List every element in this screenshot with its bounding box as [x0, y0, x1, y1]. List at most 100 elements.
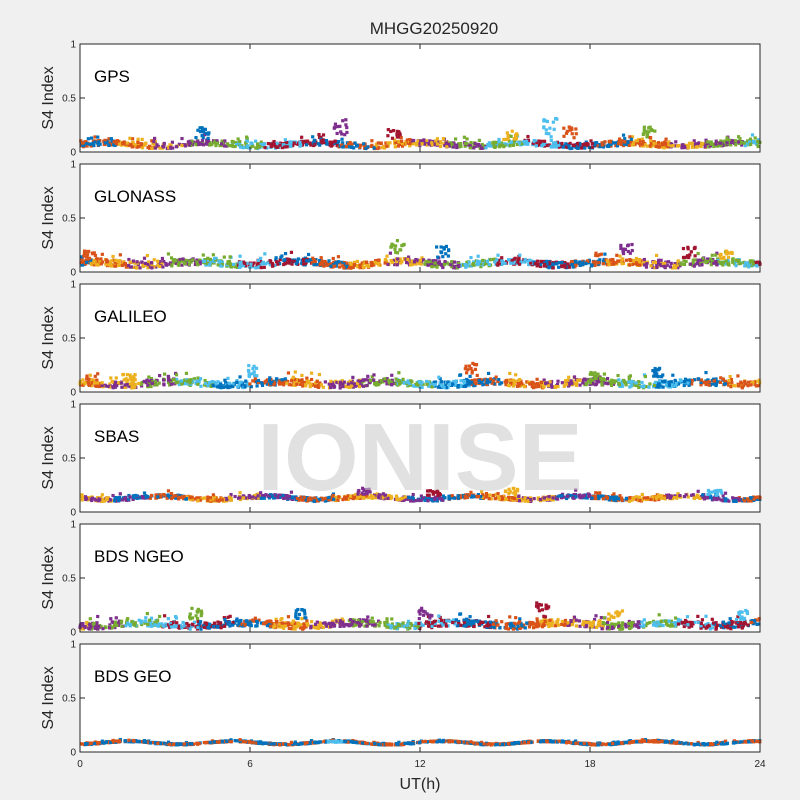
data-point: [734, 139, 738, 143]
data-point: [598, 258, 602, 262]
data-point: [392, 258, 396, 262]
peak-point: [444, 244, 449, 249]
data-point: [337, 495, 341, 499]
data-point: [174, 261, 178, 265]
peak-point: [726, 255, 731, 259]
data-point: [325, 624, 329, 628]
data-point: [453, 137, 458, 141]
data-point: [674, 140, 678, 144]
data-point: [254, 493, 259, 497]
data-point: [447, 381, 452, 385]
data-point: [638, 142, 642, 146]
data-point: [600, 143, 604, 147]
data-point: [739, 382, 743, 386]
peak-point: [394, 250, 398, 255]
data-point: [576, 146, 580, 150]
panel-label: GPS: [94, 67, 130, 86]
data-point: [171, 146, 175, 150]
data-point: [117, 263, 121, 268]
data-point: [320, 621, 324, 626]
data-point: [98, 384, 102, 389]
data-point: [681, 143, 685, 147]
data-point: [117, 142, 121, 146]
data-point: [184, 496, 188, 501]
data-point: [594, 491, 598, 495]
data-point: [206, 138, 211, 143]
data-point: [246, 144, 250, 148]
peak-point: [93, 253, 98, 258]
data-point: [550, 379, 554, 384]
data-point: [582, 377, 587, 381]
data-point: [645, 262, 649, 266]
data-point: [366, 145, 370, 149]
data-point: [333, 141, 337, 146]
data-point: [279, 618, 283, 622]
data-point: [607, 380, 611, 384]
data-point: [437, 384, 442, 388]
data-point: [746, 380, 751, 384]
data-point: [327, 495, 331, 500]
data-point: [244, 264, 248, 268]
peak-point: [343, 133, 347, 137]
data-point: [406, 257, 410, 261]
data-point: [208, 257, 212, 261]
peak-point: [203, 127, 208, 131]
data-point: [317, 385, 321, 389]
data-points: [79, 486, 762, 504]
data-point: [327, 498, 331, 502]
data-point: [640, 498, 644, 502]
data-point: [685, 615, 690, 619]
data-point: [85, 144, 89, 148]
data-point: [492, 140, 496, 144]
data-point: [233, 265, 237, 269]
data-point: [666, 260, 671, 264]
data-point: [100, 493, 104, 497]
peak-point: [467, 364, 472, 368]
plot-area: [80, 44, 760, 152]
data-point: [723, 379, 727, 383]
data-point: [647, 497, 651, 501]
peak-point: [569, 126, 574, 130]
peak-point: [475, 373, 479, 377]
data-point: [166, 380, 171, 385]
data-point: [403, 495, 407, 499]
data-point: [150, 381, 154, 386]
data-point: [291, 375, 295, 379]
data-point: [302, 140, 307, 144]
data-point: [305, 496, 309, 500]
peak-point: [688, 253, 692, 257]
data-point: [412, 138, 416, 143]
data-point: [152, 142, 156, 146]
data-point: [696, 377, 701, 381]
peak-point: [446, 254, 450, 258]
data-point: [560, 260, 564, 265]
data-point: [535, 141, 539, 145]
data-point: [198, 377, 203, 381]
data-point: [660, 141, 665, 145]
data-point: [742, 141, 746, 145]
data-point: [578, 141, 582, 146]
data-point: [419, 262, 423, 266]
data-point: [81, 378, 85, 382]
peak-point: [386, 128, 390, 132]
data-point: [272, 139, 276, 144]
data-point: [603, 378, 608, 382]
data-point: [727, 499, 731, 503]
data-point: [665, 495, 669, 499]
data-point: [332, 264, 336, 268]
data-point: [245, 135, 249, 139]
data-point: [380, 146, 384, 150]
data-point: [220, 498, 224, 502]
data-point: [638, 384, 643, 389]
data-point: [594, 614, 598, 618]
data-point: [219, 264, 223, 268]
data-point: [421, 382, 425, 386]
data-point: [434, 495, 438, 499]
data-point: [198, 496, 202, 500]
data-point: [511, 143, 516, 147]
data-point: [575, 141, 580, 146]
data-point: [107, 137, 111, 141]
data-point: [575, 381, 579, 385]
y-tick-label: 0.5: [62, 214, 76, 225]
data-point: [158, 493, 162, 497]
